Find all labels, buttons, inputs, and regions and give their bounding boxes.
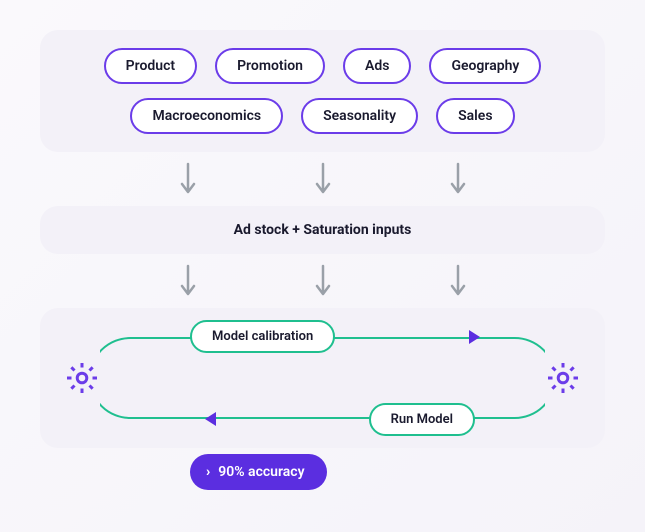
input-pill-sales: Sales [436, 98, 514, 134]
arrow-down-icon [179, 162, 197, 196]
chevron-right-icon: › [206, 464, 210, 480]
input-pill-seasonality: Seasonality [301, 98, 418, 134]
transform-label: Ad stock + Saturation inputs [234, 222, 412, 238]
accuracy-label: 90% accuracy [218, 464, 304, 480]
loop-arrow-left-icon [205, 412, 216, 426]
arrow-down-icon [314, 162, 332, 196]
input-pill-ads: Ads [343, 48, 411, 84]
arrow-row-1 [40, 152, 605, 206]
arrow-down-icon [449, 162, 467, 196]
accuracy-badge: › 90% accuracy [190, 454, 327, 490]
arrow-down-icon [449, 264, 467, 298]
arrow-down-icon [179, 264, 197, 298]
transform-panel: Ad stock + Saturation inputs [40, 206, 605, 254]
inputs-panel: Product Promotion Ads Geography Macroeco… [40, 30, 605, 152]
calibration-pill: Model calibration [190, 320, 335, 353]
input-pill-macroeconomics: Macroeconomics [130, 98, 283, 134]
arrow-down-icon [314, 264, 332, 298]
arrow-row-2 [40, 254, 605, 308]
input-pill-geography: Geography [429, 48, 541, 84]
input-pill-promotion: Promotion [215, 48, 325, 84]
run-model-pill: Run Model [369, 403, 475, 436]
loop-arrow-right-icon [469, 330, 480, 344]
gear-icon [64, 360, 100, 396]
gear-icon [545, 360, 581, 396]
input-pill-product: Product [104, 48, 197, 84]
inputs-row2: Macroeconomics Seasonality Sales [64, 98, 581, 134]
model-loop-panel: Model calibration Run Model [40, 308, 605, 448]
